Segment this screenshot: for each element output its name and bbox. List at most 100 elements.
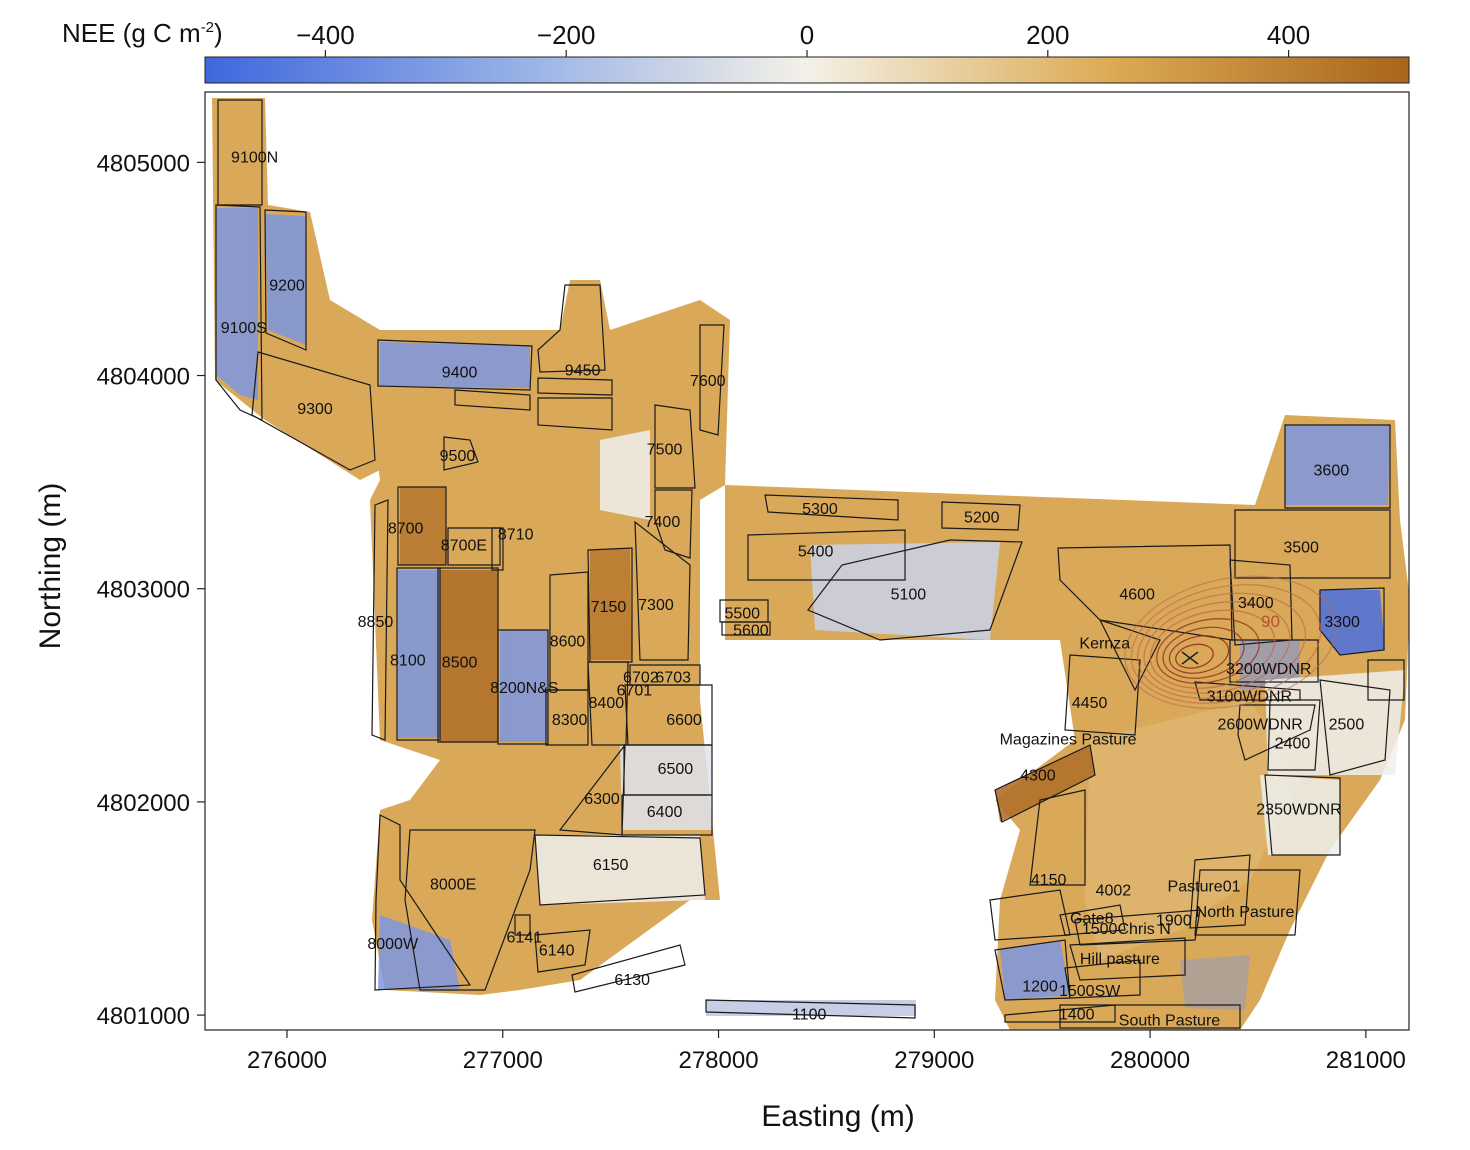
field-label: 1500Chris N: [1082, 921, 1171, 938]
field-label: 6703: [655, 670, 691, 687]
flux-footprint-contours: [1124, 575, 1337, 709]
field-label: 7400: [645, 514, 681, 531]
field-label: 7600: [690, 373, 726, 390]
x-tick-label: 279000: [894, 1047, 974, 1074]
field-label: 3400: [1238, 595, 1274, 612]
field-label: 2350WDNR: [1256, 802, 1341, 819]
field-label: 9450: [565, 363, 601, 380]
field-label: 9500: [440, 448, 476, 465]
field-label: 6702: [623, 670, 659, 687]
field-label: 8700: [388, 520, 424, 537]
field-label: 9100N: [231, 149, 278, 166]
field-label: 9300: [297, 401, 333, 418]
field-label: 1400: [1059, 1006, 1095, 1023]
field-label: 6701: [617, 682, 653, 699]
x-tick-label: 278000: [678, 1047, 758, 1074]
field-label: 3200WDNR: [1226, 661, 1311, 678]
footprint-contour-line: [1130, 584, 1322, 704]
field-label: 3500: [1283, 539, 1319, 556]
field-label: 6400: [647, 804, 683, 821]
field-labels: 9100N 9200 9100S 9400 9450 7600 9300 9500 7500 87…: [221, 149, 1365, 1029]
field-label: 5500: [724, 606, 760, 623]
footprint-contour-line: [1124, 575, 1337, 709]
colorbar-tick-label: −400: [296, 20, 355, 50]
field-label: 8200N&S: [490, 680, 559, 697]
field-label: 8400: [589, 695, 625, 712]
field-label: 3300: [1324, 614, 1360, 631]
field-label: 6600: [666, 712, 702, 729]
y-tick-label: 4802000: [97, 790, 190, 817]
field-label: 1900: [1156, 913, 1192, 930]
footprint-contour-line: [1149, 609, 1276, 689]
field-label: 3600: [1314, 463, 1350, 480]
footprint-contour-line: [1156, 618, 1260, 684]
map-panel: 90 9100N 9200 9100S 9400 9450 7600 9300 9500 750…: [212, 98, 1409, 1030]
y-tick-label: 4801000: [97, 1003, 190, 1030]
y-tick-label: 4803000: [97, 577, 190, 604]
field-label: 8300: [552, 712, 588, 729]
field-label: 5600: [733, 623, 769, 640]
footprint-contour-line: [1175, 643, 1214, 669]
field-label: 2500: [1329, 716, 1365, 733]
field-label: 4002: [1096, 883, 1132, 900]
field-label: 6150: [593, 857, 629, 874]
footprint-contour-line: [1162, 626, 1245, 679]
field-label: 6500: [658, 761, 694, 778]
field-label: 8700E: [441, 537, 487, 554]
surface-east-lower: [1085, 700, 1300, 960]
field-label: 4600: [1119, 586, 1155, 603]
neutral-patches: [535, 430, 1405, 905]
field-label: 9200: [269, 277, 305, 294]
field-label: 5400: [798, 544, 834, 561]
footprint-contour-line: [1143, 601, 1291, 694]
field-label: 9400: [442, 365, 478, 382]
colorbar-title: NEE (g C m-2): [62, 18, 223, 48]
tower-marker: [1181, 651, 1199, 665]
field-label: Pasture01: [1168, 878, 1241, 895]
field-label: 2400: [1275, 736, 1311, 753]
colorbar-tick-label: −200: [537, 20, 596, 50]
field-label: Hill pasture: [1080, 951, 1160, 968]
field-label: 5100: [891, 586, 927, 603]
y-axis: 4801000 4802000 4803000 4804000 4805000: [97, 150, 205, 1030]
field-label: 4150: [1031, 872, 1067, 889]
footprint-contour-label: 90: [1261, 612, 1280, 631]
y-tick-label: 4804000: [97, 364, 190, 391]
y-axis-label: Northing (m): [34, 483, 67, 650]
field-label: 8850: [358, 614, 394, 631]
field-label: 8500: [442, 655, 478, 672]
colorbar: NEE (g C m-2) −400 −200 0 200 400: [62, 18, 1410, 84]
field-label: 1200: [1022, 979, 1058, 996]
colorbar-tick-label: 200: [1026, 20, 1069, 50]
field-label: 8000E: [430, 876, 476, 893]
x-tick-label: 280000: [1110, 1047, 1190, 1074]
field-label: 8000W: [367, 936, 419, 953]
field-label: 7500: [647, 441, 683, 458]
field-label: 6130: [614, 972, 650, 989]
field-label: 9100S: [221, 320, 267, 337]
footprint-contour-line: [1168, 635, 1230, 674]
field-label: 2600WDNR: [1217, 716, 1302, 733]
field-label: 5300: [802, 501, 838, 518]
footprint-contour-line: [1137, 592, 1306, 699]
field-label: 8100: [390, 652, 426, 669]
x-tick-label: 281000: [1326, 1047, 1406, 1074]
strong-source-patches: [400, 487, 1095, 822]
field-label: 4450: [1072, 695, 1108, 712]
negative-patches: [216, 208, 1390, 1010]
field-label: 1100: [792, 1006, 827, 1023]
field-label: 6300: [584, 791, 620, 808]
field-label: 8710: [498, 527, 534, 544]
field-label: 8600: [550, 633, 586, 650]
colorbar-tick-label: 400: [1267, 20, 1310, 50]
field-label: 1500SW: [1059, 983, 1121, 1000]
field-label: 6141: [507, 930, 543, 947]
colorbar-ticks: −400 −200 0 200 400: [296, 20, 1310, 57]
plot-frame: [204, 91, 1410, 1031]
x-tick-label: 276000: [247, 1047, 327, 1074]
colorbar-tick-label: 0: [800, 20, 814, 50]
field-label: Kernza: [1079, 635, 1130, 652]
field-label: 6140: [539, 942, 575, 959]
field-label: Gate8: [1070, 910, 1114, 927]
